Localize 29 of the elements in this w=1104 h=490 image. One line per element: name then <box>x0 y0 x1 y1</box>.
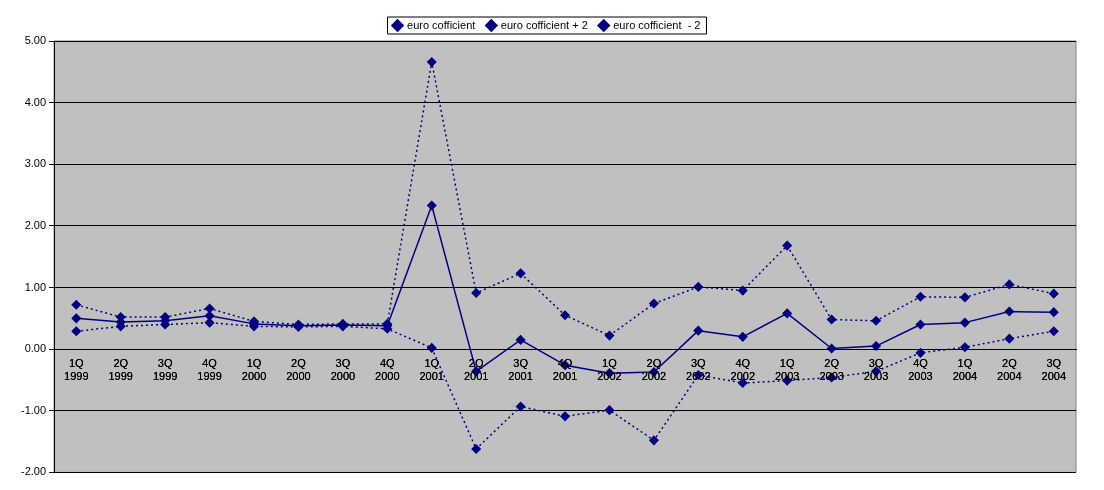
x-tick-label: 4Q 2002 <box>730 356 755 382</box>
x-tick-label: 1Q 2001 <box>419 356 444 382</box>
x-tick-label: 2Q 2002 <box>641 356 667 382</box>
x-tick-label: 3Q 2000 <box>330 356 356 382</box>
legend-label: euro cofficient - 2 <box>613 18 701 31</box>
x-tick-label: 4Q 2003 <box>908 356 933 382</box>
x-tick-label: 1Q 2003 <box>774 356 800 382</box>
y-tick-label: 5.00 <box>24 34 47 47</box>
legend-label: euro cofficient + 2 <box>500 18 588 31</box>
y-tick-label: 1.00 <box>24 280 47 293</box>
legend-label: euro cofficient <box>407 18 476 31</box>
x-tick-label: 2Q 2004 <box>997 356 1022 382</box>
x-tick-label: 4Q 1999 <box>197 356 222 382</box>
x-tick-label: 3Q 2001 <box>508 356 533 382</box>
x-tick-label: 3Q 2004 <box>1041 356 1067 382</box>
x-tick-label: 1Q 1999 <box>64 356 89 382</box>
x-tick-label: 3Q 2003 <box>863 356 889 382</box>
x-tick-label: 2Q 1999 <box>108 356 133 382</box>
y-tick-label: 0.00 <box>24 342 47 355</box>
x-tick-label: 4Q 2000 <box>375 356 400 382</box>
y-tick-label: -1.00 <box>20 403 47 416</box>
y-tick-label: 3.00 <box>24 157 47 170</box>
y-tick-label: 2.00 <box>24 218 47 231</box>
x-tick-label: 2Q 2000 <box>286 356 311 382</box>
x-tick-label: 3Q 1999 <box>152 356 178 382</box>
y-tick-label: 4.00 <box>24 95 47 108</box>
y-tick-label: -2.00 <box>20 465 47 478</box>
x-tick-label: 1Q 2000 <box>241 356 267 382</box>
x-tick-label: 1Q 2004 <box>952 356 978 382</box>
